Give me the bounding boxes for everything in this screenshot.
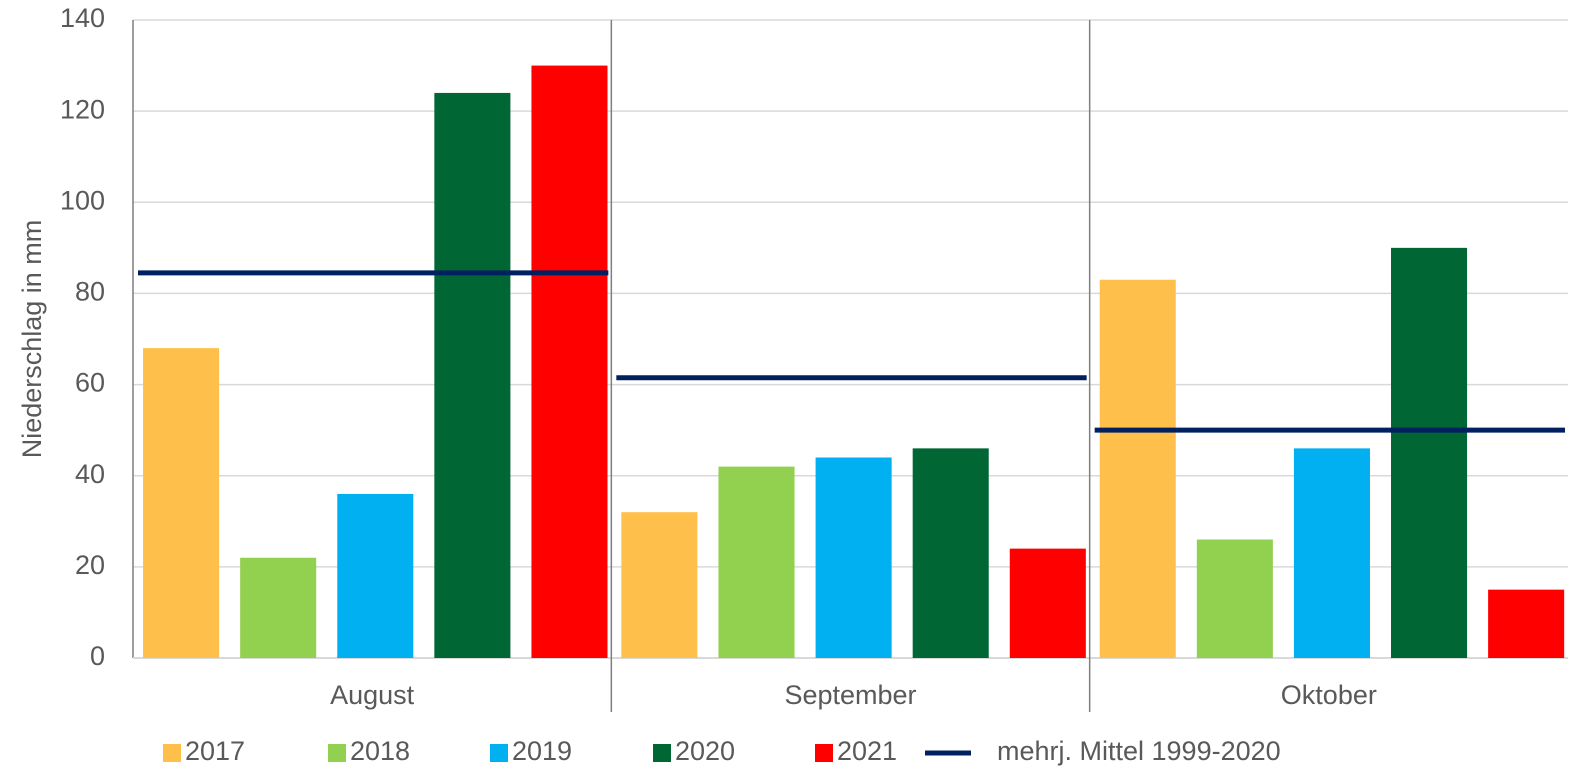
legend-swatch: [328, 744, 346, 762]
bar: [1488, 589, 1565, 658]
legend-label: 2020: [675, 736, 735, 766]
bar: [1196, 539, 1273, 658]
bar: [337, 493, 414, 658]
y-axis-label: Niederschlag in mm: [17, 220, 47, 459]
y-tick-label: 0: [90, 641, 105, 671]
legend-swatch: [490, 744, 508, 762]
bar: [1009, 548, 1086, 658]
bar: [1099, 279, 1176, 658]
y-tick-label: 100: [60, 185, 105, 215]
y-tick-label: 120: [60, 94, 105, 124]
legend-label: mehrj. Mittel 1999-2020: [997, 736, 1281, 766]
bar: [143, 348, 220, 658]
bar: [912, 448, 989, 658]
y-tick-label: 60: [75, 368, 105, 398]
legend-swatch: [815, 744, 833, 762]
y-tick-label: 140: [60, 3, 105, 33]
x-tick-label: Oktober: [1281, 680, 1377, 710]
bar: [815, 457, 892, 658]
bar: [531, 65, 608, 659]
y-tick-label: 20: [75, 550, 105, 580]
bar: [240, 557, 317, 658]
bar: [621, 512, 698, 658]
legend-swatch: [653, 744, 671, 762]
legend-swatch: [163, 744, 181, 762]
bar: [1293, 448, 1370, 658]
legend-label: 2017: [185, 736, 245, 766]
bar: [718, 466, 795, 658]
y-tick-label: 40: [75, 459, 105, 489]
y-tick-label: 80: [75, 277, 105, 307]
legend-label: 2019: [512, 736, 572, 766]
legend-label: 2021: [837, 736, 897, 766]
x-tick-label: August: [330, 680, 415, 710]
bar: [434, 92, 511, 658]
bar: [1391, 247, 1468, 658]
x-tick-label: September: [784, 680, 916, 710]
legend-label: 2018: [350, 736, 410, 766]
